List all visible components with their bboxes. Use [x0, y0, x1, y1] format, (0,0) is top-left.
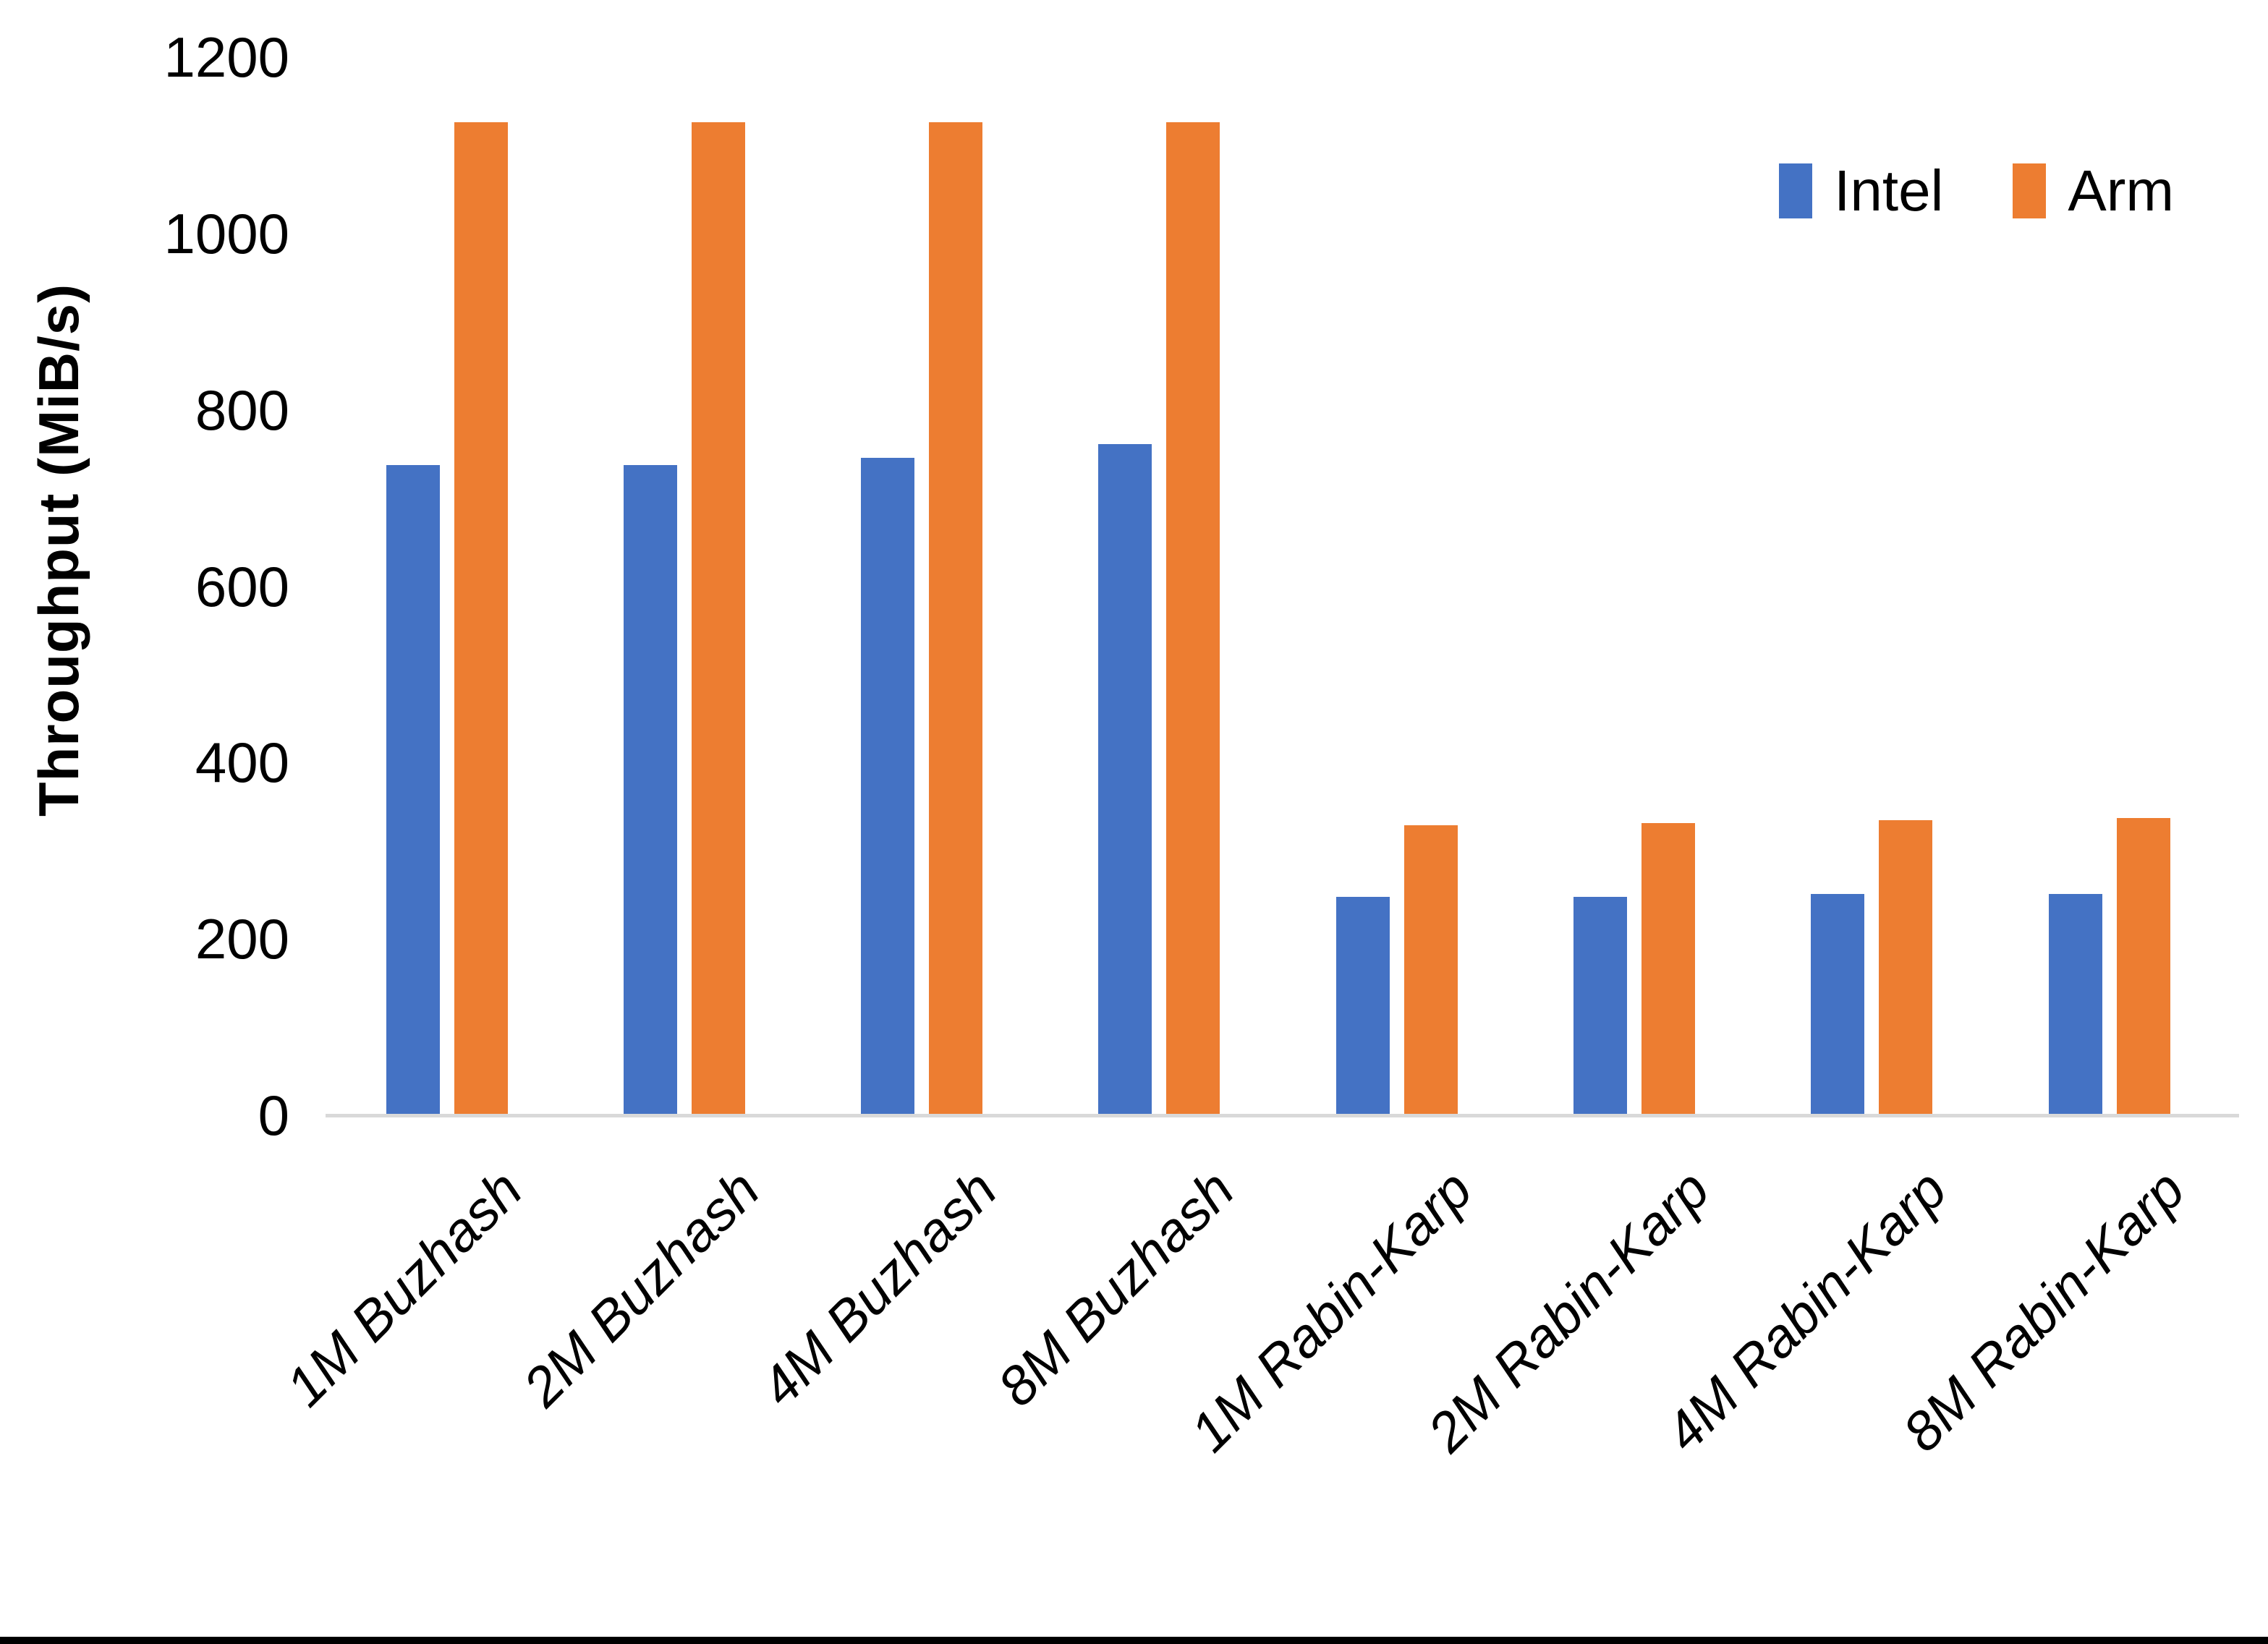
y-tick-label: 800: [195, 378, 289, 442]
y-tick-label: 200: [195, 907, 289, 971]
bar-arm-1m-buzhash: [454, 122, 508, 1115]
bar-arm-4m-rabin-karp: [1879, 819, 1933, 1115]
x-category-label: 1M Buzhash: [273, 1159, 534, 1418]
bar-intel-8m-rabin-karp: [2048, 893, 2102, 1115]
bar-arm-4m-buzhash: [929, 122, 983, 1115]
bar-arm-8m-rabin-karp: [2116, 818, 2170, 1115]
bar-arm-1m-rabin-karp: [1403, 825, 1458, 1115]
bar-intel-1m-buzhash: [386, 465, 440, 1115]
bar-intel-8m-buzhash: [1098, 444, 1152, 1115]
y-tick-label: 400: [195, 731, 289, 795]
bar-arm-8m-buzhash: [1166, 122, 1220, 1115]
bottom-border: [0, 1637, 2268, 1644]
legend: Intel Arm: [1779, 158, 2174, 224]
bar-intel-2m-rabin-karp: [1573, 896, 1627, 1115]
y-tick-label: 1000: [163, 201, 289, 265]
legend-item-intel: Intel: [1779, 158, 1943, 224]
legend-label: Arm: [2068, 158, 2174, 223]
legend-swatch-icon: [1779, 163, 1813, 218]
x-axis-line: [326, 1114, 2239, 1117]
bar-intel-4m-buzhash: [861, 457, 915, 1115]
y-tick-label: 0: [258, 1083, 289, 1147]
legend-swatch-icon: [2013, 163, 2047, 218]
bar-arm-2m-rabin-karp: [1641, 823, 1695, 1115]
bar-intel-2m-buzhash: [623, 465, 677, 1115]
bar-arm-2m-buzhash: [691, 122, 745, 1115]
bar-intel-1m-rabin-karp: [1335, 896, 1390, 1115]
legend-item-arm: Arm: [2013, 158, 2174, 224]
legend-label: Intel: [1834, 158, 1944, 223]
bar-intel-4m-rabin-karp: [1811, 893, 1865, 1115]
y-tick-label: 1200: [163, 25, 289, 89]
y-tick-label: 600: [195, 554, 289, 618]
